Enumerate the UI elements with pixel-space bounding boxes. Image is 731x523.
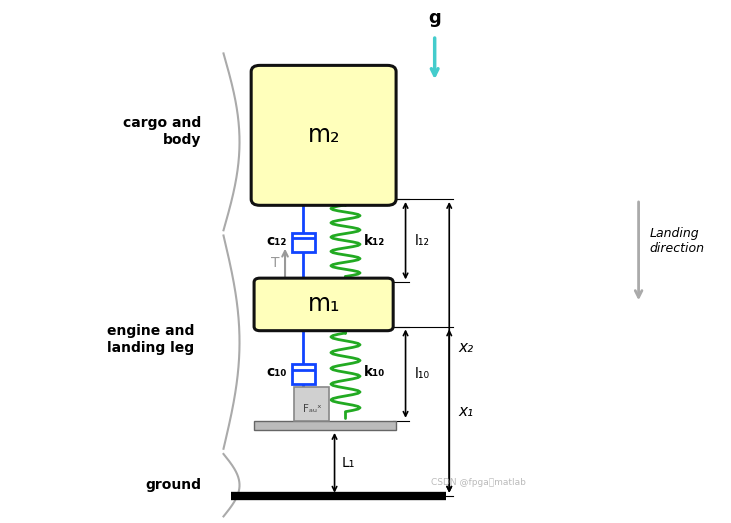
Text: Fₐᵤˣ: Fₐᵤˣ bbox=[303, 404, 322, 414]
Text: k₁₂: k₁₂ bbox=[364, 234, 385, 248]
Text: L₁: L₁ bbox=[342, 456, 355, 470]
FancyBboxPatch shape bbox=[251, 65, 396, 206]
Text: engine and
landing leg: engine and landing leg bbox=[107, 324, 194, 355]
Text: g: g bbox=[428, 9, 441, 27]
FancyBboxPatch shape bbox=[254, 278, 393, 331]
Text: m₂: m₂ bbox=[307, 123, 340, 147]
Text: T: T bbox=[270, 256, 279, 270]
Text: CSDN @fpga和matlab: CSDN @fpga和matlab bbox=[431, 478, 526, 487]
Text: c₁₂: c₁₂ bbox=[267, 234, 287, 248]
Text: Landing
direction: Landing direction bbox=[650, 226, 705, 255]
Text: ground: ground bbox=[145, 478, 202, 492]
Text: m₁: m₁ bbox=[308, 292, 340, 316]
Text: k₁₀: k₁₀ bbox=[364, 365, 385, 379]
Text: x₁: x₁ bbox=[458, 404, 473, 418]
Text: cargo and
body: cargo and body bbox=[124, 116, 202, 146]
Text: l₁₀: l₁₀ bbox=[414, 367, 429, 381]
Text: l₁₂: l₁₂ bbox=[414, 234, 429, 248]
Bar bbox=[292, 233, 315, 252]
Text: c₁₀: c₁₀ bbox=[267, 365, 287, 379]
Text: x₂: x₂ bbox=[458, 340, 473, 355]
Bar bbox=[292, 364, 315, 384]
Bar bbox=[295, 387, 330, 420]
Bar bbox=[254, 420, 396, 430]
